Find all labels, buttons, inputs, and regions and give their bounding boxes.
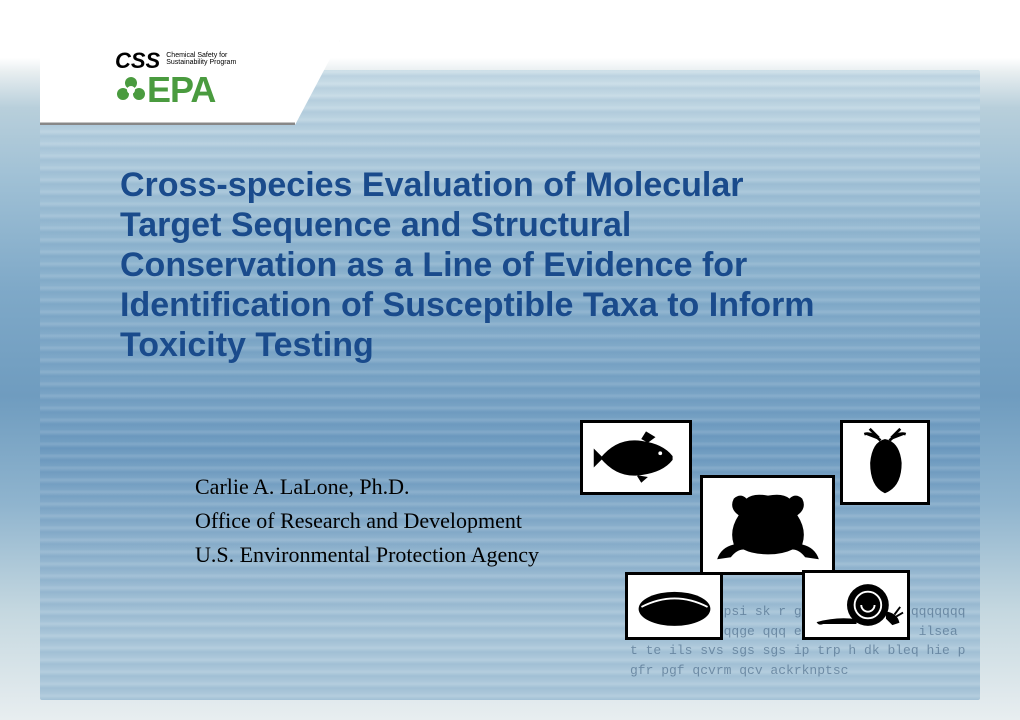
epa-logo-row: EPA bbox=[115, 72, 320, 108]
frog-silhouette-box bbox=[700, 475, 835, 575]
author-name: Carlie A. LaLone, Ph.D. bbox=[195, 470, 539, 504]
snail-silhouette-box bbox=[802, 570, 910, 640]
logo-banner: CSS Chemical Safety forSustainability Pr… bbox=[40, 40, 340, 125]
snail-icon bbox=[809, 576, 904, 634]
css-logo-subtitle: Chemical Safety forSustainability Progra… bbox=[166, 52, 236, 66]
fish-icon bbox=[589, 428, 684, 488]
slide-background: mevqlglgrv ypsi sk r gafqnifqsv mev qqqq… bbox=[0, 0, 1020, 720]
fish-silhouette-box bbox=[580, 420, 692, 495]
mussel-silhouette-box bbox=[625, 572, 723, 640]
epa-logo-text: EPA bbox=[147, 72, 215, 108]
frog-icon bbox=[708, 481, 828, 569]
css-logo-row: CSS Chemical Safety forSustainability Pr… bbox=[115, 48, 320, 74]
water-flea-icon bbox=[849, 427, 921, 499]
author-block: Carlie A. LaLone, Ph.D. Office of Resear… bbox=[195, 470, 539, 572]
author-office: Office of Research and Development bbox=[195, 504, 539, 538]
author-agency: U.S. Environmental Protection Agency bbox=[195, 538, 539, 572]
species-silhouettes bbox=[570, 420, 930, 640]
epa-flower-icon bbox=[115, 74, 147, 106]
water-flea-silhouette-box bbox=[840, 420, 930, 505]
mussel-icon bbox=[632, 579, 717, 634]
presentation-title: Cross-species Evaluation of Molecular Ta… bbox=[120, 165, 840, 366]
